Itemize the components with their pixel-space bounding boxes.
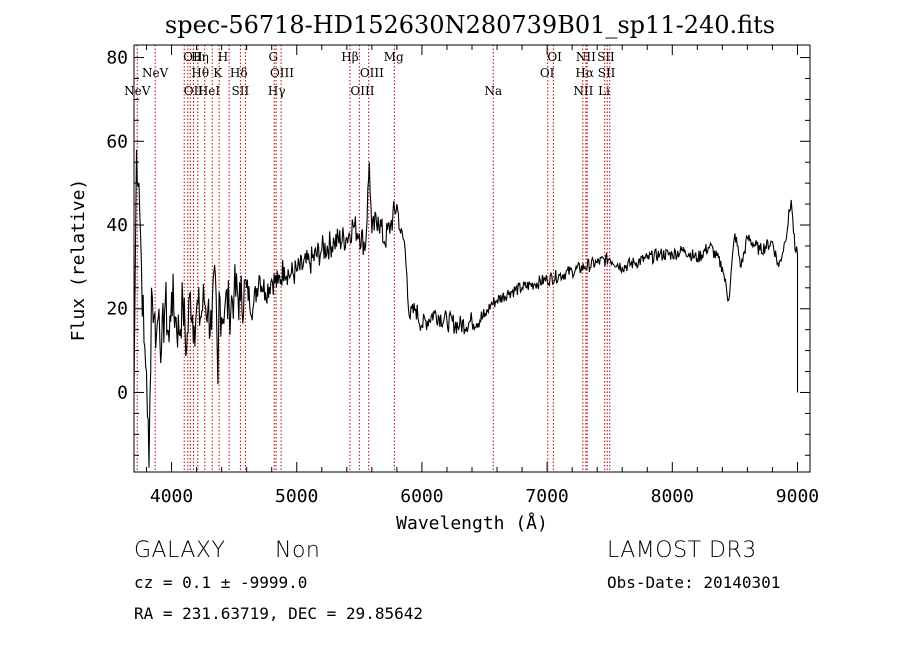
x-tick-label: 7000 [525, 486, 568, 507]
chart-title: spec-56718-HD152630N280739B01_sp11-240.f… [165, 11, 775, 39]
marker-label: OII [184, 84, 204, 98]
marker-label: OII [183, 50, 203, 64]
marker-label: OI [540, 66, 555, 80]
x-tick-label: 8000 [651, 486, 694, 507]
ra-dec-coordinates: RA = 231.63719, DEC = 29.85642 [134, 604, 423, 623]
marker-label: Na [484, 84, 502, 98]
marker-label: Hα [575, 66, 594, 80]
marker-label: Hβ [341, 50, 358, 64]
marker-label: SII [598, 66, 616, 80]
y-axis-label: Flux (relative) [68, 179, 89, 342]
marker-label: Hγ [268, 84, 286, 98]
marker-label: SII [597, 50, 615, 64]
marker-label: Mg [384, 50, 404, 64]
y-tick-label: 40 [106, 215, 128, 236]
y-tick-label: 20 [106, 299, 128, 320]
x-tick-label: 6000 [400, 486, 443, 507]
plot-frame [133, 44, 811, 473]
x-tick-label: 5000 [275, 486, 318, 507]
marker-label: OI [547, 50, 562, 64]
spectrum-line [133, 149, 799, 468]
marker-label: H [218, 50, 228, 64]
marker-label: HeI [198, 84, 221, 98]
x-tick-label: 4000 [150, 486, 193, 507]
object-subclass: Non [275, 538, 321, 563]
marker-label: K [213, 66, 223, 80]
emission-line-labels: NeVNeVOIIOIIHηHθHeIKHHδSIIGOIIIHγHβOIIIO… [124, 50, 616, 98]
marker-label: G [269, 50, 279, 64]
survey-name: LAMOST DR3 [607, 538, 757, 563]
y-tick-label: 80 [106, 48, 128, 69]
marker-label: NeV [124, 84, 151, 98]
marker-label: SII [232, 84, 250, 98]
marker-label: Li [598, 84, 610, 98]
object-class: GALAXY [134, 538, 226, 563]
marker-label: NII [573, 84, 593, 98]
marker-label: OIII [360, 66, 384, 80]
marker-label: OIII [350, 84, 374, 98]
y-tick-label: 60 [106, 131, 128, 152]
y-tick-label: 0 [117, 382, 128, 403]
emission-line-markers [133, 45, 611, 472]
x-axis-label: Wavelength (Å) [396, 512, 548, 534]
marker-label: NII [576, 50, 596, 64]
marker-label: Hδ [230, 66, 248, 80]
x-tick-label: 9000 [776, 486, 819, 507]
marker-label: NeV [142, 66, 169, 80]
marker-label: Hη [191, 50, 209, 64]
x-axis: 4000 5000 6000 7000 8000 9000 [146, 45, 819, 507]
y-axis: 0 20 40 60 80 [106, 48, 810, 456]
marker-label: OIII [270, 66, 294, 80]
marker-label: Hθ [191, 66, 209, 80]
redshift-value: cz = 0.1 ± -9999.0 [134, 573, 308, 592]
observation-date: Obs-Date: 20140301 [607, 573, 781, 592]
